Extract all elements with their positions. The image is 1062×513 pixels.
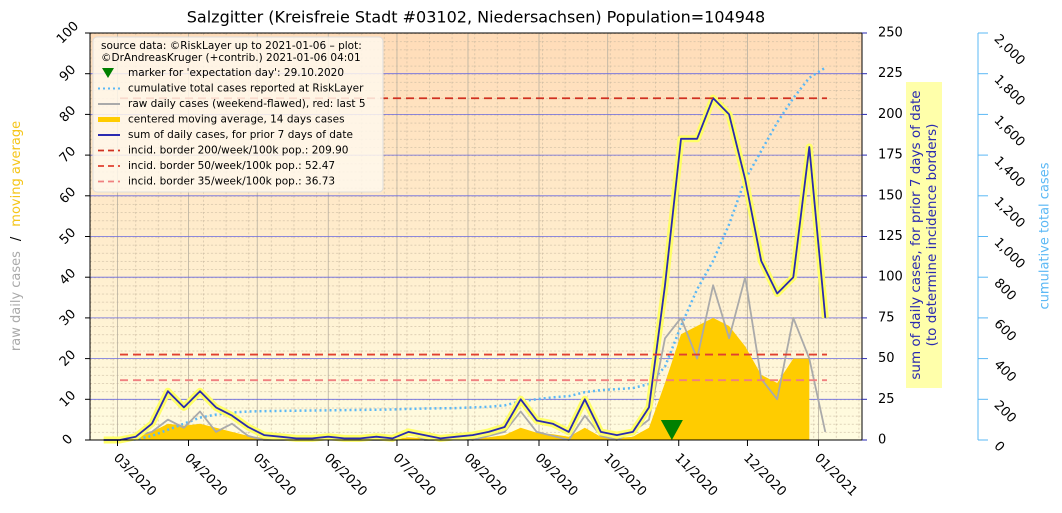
legend-label: cumulative total cases reported at RiskL… (128, 83, 364, 95)
y-tick-label: 0 (60, 432, 76, 448)
y-tick-label: 50 (57, 225, 79, 247)
y2-tick-label: 25 (878, 392, 895, 407)
legend-label: incid. border 200/week/100k pop.: 209.90 (128, 145, 348, 157)
y3-tick-label: 200 (991, 398, 1019, 426)
legend: source data: ©RiskLayer up to 2021-01-06… (92, 36, 384, 193)
y2-tick-label: 150 (878, 188, 903, 203)
y3-tick-label: 400 (991, 357, 1019, 385)
line (103, 97, 827, 441)
legend-label: incid. border 35/week/100k pop.: 36.73 (128, 176, 335, 188)
x-tick-label: 03/2020 (110, 451, 159, 500)
legend-label: sum of daily cases, for prior 7 days of … (128, 129, 353, 141)
y-label-part: moving average (9, 121, 24, 227)
chart-title: Salzgitter (Kreisfreie Stadt #03102, Nie… (187, 8, 765, 27)
y3-tick-label: 1,800 (991, 72, 1028, 109)
y2-tick-label: 250 (878, 26, 903, 41)
y2-tick-label: 100 (878, 270, 903, 285)
x-tick-label: 12/2020 (740, 451, 789, 500)
y-tick-label: 30 (57, 307, 79, 329)
y2-tick-label: 175 (878, 148, 903, 163)
y-tick-label: 20 (57, 347, 79, 369)
y3-tick-label: 1,000 (991, 235, 1028, 272)
y3-tick-label: 600 (991, 317, 1019, 345)
y-tick-label: 70 (57, 144, 79, 166)
x-tick-label: 01/2021 (811, 451, 860, 500)
x-tick-label: 07/2020 (390, 451, 439, 500)
y2-axis-label: sum of daily cases, for prior 7 days of … (908, 90, 924, 379)
y3-tick-label: 800 (991, 276, 1019, 304)
y2-tick-label: 0 (878, 433, 886, 448)
y2-tick-label: 50 (878, 351, 895, 366)
y2-tick-label: 225 (878, 66, 903, 81)
y-tick-label: 60 (57, 185, 79, 207)
y3-tick-label: 1,400 (991, 154, 1028, 191)
legend-label: raw daily cases (weekend-flawed), red: l… (128, 98, 366, 110)
y3-tick-label: 0 (991, 439, 1007, 455)
y2-label-box (906, 82, 942, 388)
line (103, 66, 826, 442)
legend-swatch (102, 68, 114, 78)
y-label-part: raw daily cases (9, 251, 24, 351)
y2-axis-label: (to determine incidence borders) (924, 124, 940, 347)
y-tick-label: 40 (57, 266, 79, 288)
y-axis-label: raw daily cases / moving average (9, 121, 24, 351)
y-tick-label: 100 (54, 19, 82, 47)
x-tick-label: 05/2020 (250, 451, 299, 500)
y-tick-label: 90 (57, 63, 79, 85)
x-tick-label: 10/2020 (600, 451, 649, 500)
y-label-part: / (9, 236, 24, 241)
x-tick-label: 08/2020 (461, 451, 510, 500)
y2-tick-label: 200 (878, 107, 903, 122)
y3-tick-label: 1,200 (991, 194, 1028, 231)
legend-label: centered moving average, 14 days cases (128, 114, 345, 126)
y-tick-label: 10 (57, 388, 79, 410)
legend-title: source data: ©RiskLayer up to 2021-01-06… (101, 40, 362, 52)
y3-tick-label: 2,000 (991, 32, 1028, 69)
y-tick-label: 80 (57, 103, 79, 125)
x-tick-label: 04/2020 (181, 451, 230, 500)
y3-tick-label: 1,600 (991, 113, 1028, 150)
y3-axis-label: cumulative total cases (1038, 162, 1053, 309)
x-tick-label: 06/2020 (321, 451, 370, 500)
x-tick-label: 09/2020 (532, 451, 581, 500)
x-tick-label: 11/2020 (671, 451, 720, 500)
legend-label: incid. border 50/week/100k pop.: 52.47 (128, 160, 335, 172)
legend-box (92, 36, 384, 193)
y2-tick-label: 75 (878, 310, 895, 325)
legend-title: ©DrAndreasKruger (+contrib.) 2021-01-06 … (101, 52, 361, 64)
legend-label: marker for 'expectation day': 29.10.2020 (128, 67, 344, 79)
y2-tick-label: 125 (878, 229, 903, 244)
area (103, 317, 810, 440)
expectation-marker (660, 420, 683, 440)
